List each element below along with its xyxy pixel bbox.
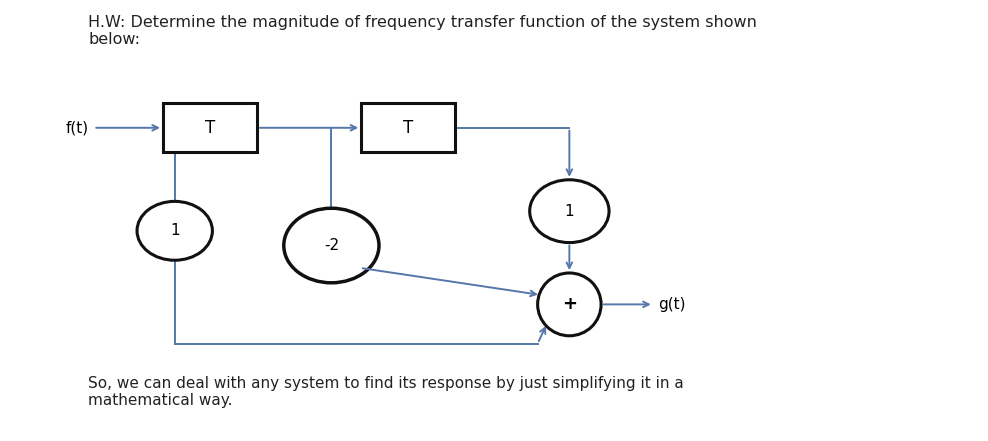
Ellipse shape bbox=[530, 180, 609, 243]
Text: T: T bbox=[205, 119, 215, 137]
Text: 1: 1 bbox=[564, 204, 574, 219]
Circle shape bbox=[537, 273, 601, 336]
Text: 1: 1 bbox=[170, 223, 180, 238]
Text: f(t): f(t) bbox=[65, 120, 89, 135]
Bar bbox=[362, 103, 455, 152]
Text: g(t): g(t) bbox=[659, 297, 686, 312]
Text: So, we can deal with any system to find its response by just simplifying it in a: So, we can deal with any system to find … bbox=[89, 376, 685, 408]
Bar bbox=[163, 103, 257, 152]
Text: H.W: Determine the magnitude of frequency transfer function of the system shown
: H.W: Determine the magnitude of frequenc… bbox=[89, 15, 758, 47]
Text: -2: -2 bbox=[324, 238, 339, 253]
Ellipse shape bbox=[137, 202, 212, 260]
Ellipse shape bbox=[284, 208, 379, 283]
Text: +: + bbox=[562, 295, 577, 314]
Text: T: T bbox=[403, 119, 413, 137]
